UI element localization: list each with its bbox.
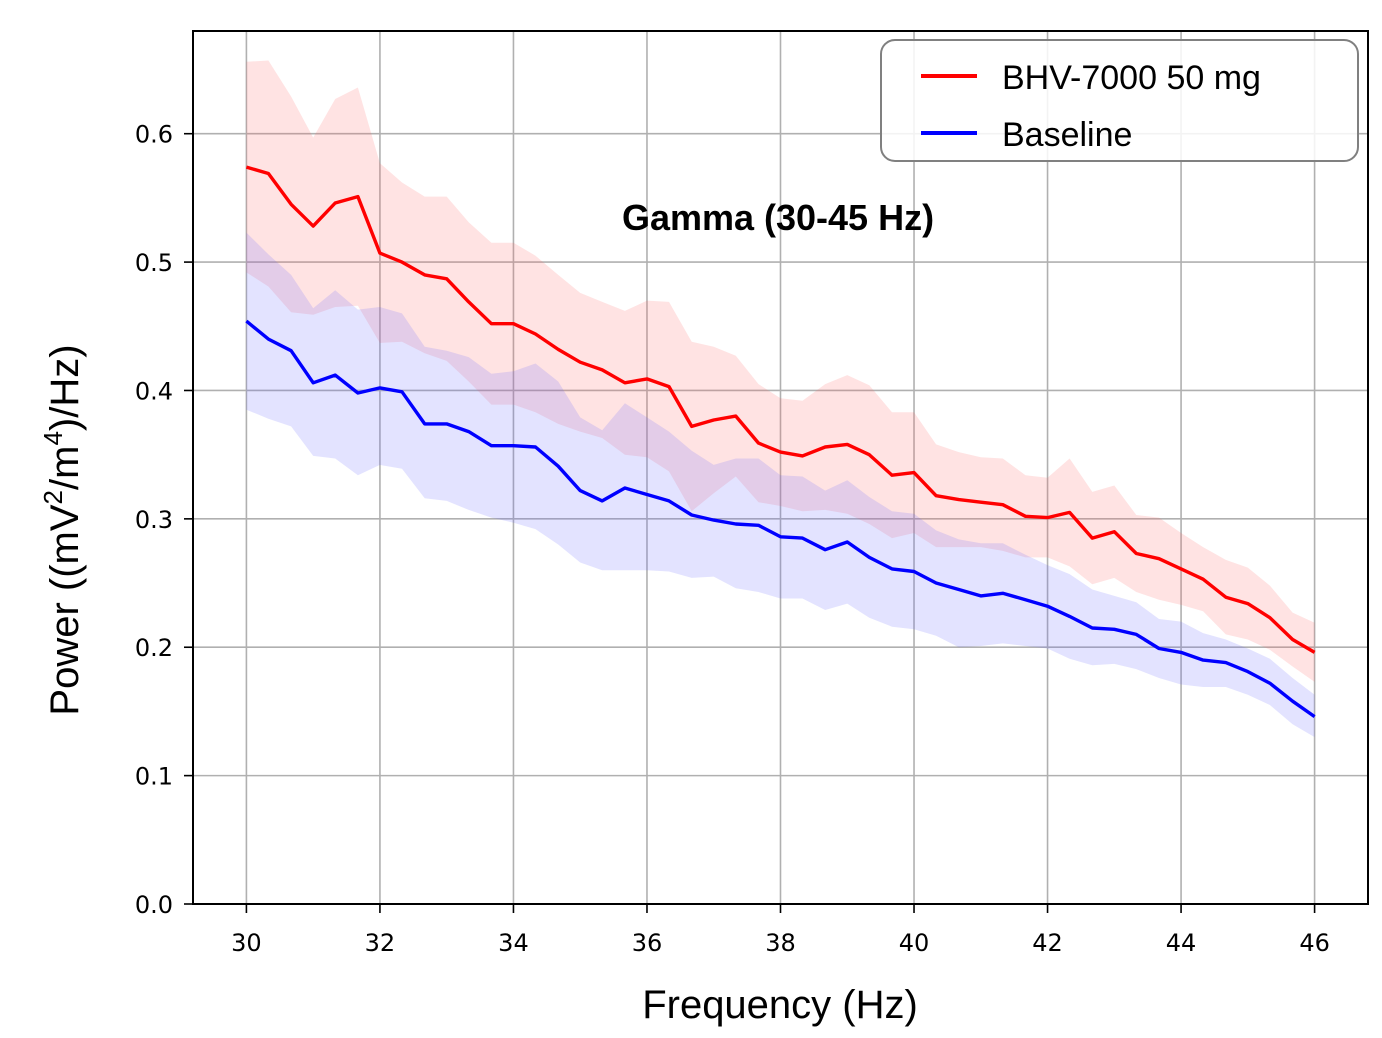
x-tick-label: 38 [765, 929, 796, 957]
x-axis-label: Frequency (Hz) [642, 983, 918, 1027]
x-tick-label: 46 [1299, 929, 1330, 957]
band-bhv-7000-50-mg [246, 60, 1315, 682]
x-tick-label: 42 [1032, 929, 1063, 957]
chart-title: Gamma (30-45 Hz) [622, 197, 934, 238]
y-axis-label-part: Power ((mV [43, 504, 87, 715]
y-tick-label: 0.3 [135, 506, 173, 534]
y-tick-label: 0.1 [135, 763, 173, 791]
y-axis-label-superscript: 2 [38, 490, 68, 504]
x-tick-label: 44 [1166, 929, 1197, 957]
y-axis-label-part: )/Hz) [43, 344, 87, 431]
y-axis-label-superscript: 4 [38, 431, 68, 445]
confidence-bands [246, 60, 1315, 738]
axis-ticks: 30 32 34 36 38 40 42 44 46 0.0 0.1 0.2 0.3 0.4 0.5 0.6 [135, 121, 1330, 957]
line-baseline [245, 319, 1316, 718]
series-lines [245, 165, 1316, 718]
y-axis-label-part: /m [43, 446, 87, 490]
y-axis-label: Power ((mV2/m4)/Hz) [38, 344, 87, 715]
legend-box [880, 39, 1359, 162]
grid-layer [193, 31, 1368, 904]
y-tick-label: 0.5 [135, 249, 173, 277]
y-tick-label: 0.4 [135, 377, 173, 405]
x-tick-label: 36 [632, 929, 663, 957]
y-tick-label: 0.6 [135, 121, 173, 149]
legend-label-baseline: Baseline [1002, 116, 1132, 154]
x-tick-label: 30 [231, 929, 262, 957]
band-baseline [246, 232, 1315, 738]
y-tick-label: 0.2 [135, 634, 173, 662]
legend-label-bhv-7000: BHV-7000 50 mg [1002, 59, 1261, 97]
line-bhv-7000-50-mg [245, 165, 1316, 654]
x-tick-label: 40 [899, 929, 930, 957]
y-tick-label: 0.0 [135, 891, 173, 919]
x-tick-label: 34 [498, 929, 529, 957]
x-tick-label: 32 [365, 929, 396, 957]
legend: BHV-7000 50 mg Baseline [880, 39, 1359, 162]
